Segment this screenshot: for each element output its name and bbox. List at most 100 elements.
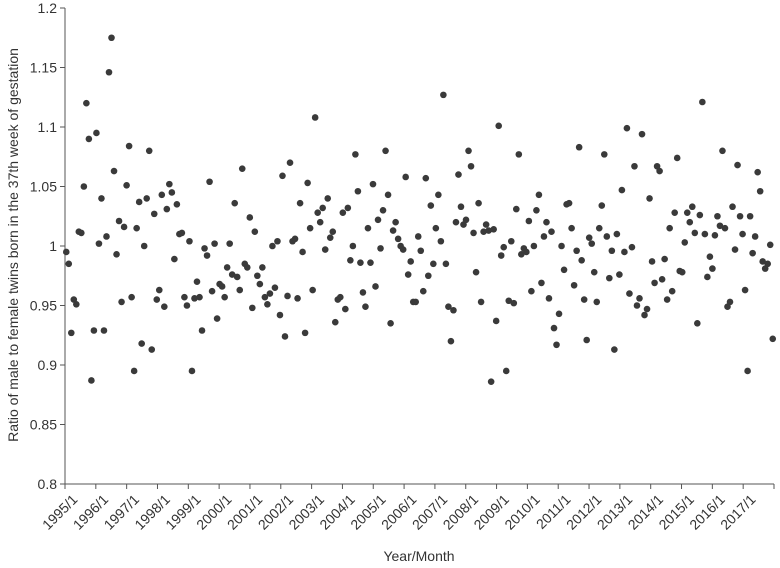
data-point [414,233,422,240]
data-point [548,228,555,236]
data-point [467,162,475,170]
data-point [311,114,319,121]
data-point [570,281,578,289]
data-point [535,191,543,199]
data-point [314,209,321,216]
data-point [208,287,216,295]
data-point [600,151,608,158]
data-point [120,223,128,231]
data-point [331,318,339,326]
data-point [377,245,384,252]
data-point [739,230,746,238]
data-point [233,273,241,281]
data-point [266,290,274,297]
data-point [259,264,266,271]
data-point [402,173,409,181]
data-point [223,264,231,271]
y-tick-label: 0.8 [38,476,58,492]
data-point [364,224,372,232]
data-point [228,271,236,278]
data-point [394,235,402,243]
data-point [425,272,432,280]
data-point [766,241,774,249]
data-point [457,203,465,211]
data-point [249,304,256,312]
data-point [694,320,701,327]
data-point [686,218,694,226]
data-point [442,260,450,268]
data-point [399,246,407,253]
data-point [502,367,510,375]
data-point [756,187,764,195]
data-point [201,245,208,252]
data-point [633,302,641,309]
data-point [578,256,585,264]
data-point [480,228,487,236]
data-points [62,34,777,385]
data-point [721,224,729,232]
data-point [543,218,550,226]
data-point [316,218,324,226]
data-point [218,283,226,290]
data-point [736,212,744,220]
data-point [636,295,643,302]
data-point [618,186,626,194]
data-point [306,224,314,232]
data-point [540,233,548,240]
data-point [294,295,301,302]
data-point [158,191,166,199]
data-point [435,191,442,199]
data-point [389,227,397,234]
data-point [430,260,437,268]
data-point [699,98,706,106]
data-point [90,327,98,334]
data-point [427,202,435,209]
data-point [118,298,125,306]
data-point [382,147,389,155]
data-point [470,229,477,237]
data-point [726,298,734,306]
data-point [593,298,601,306]
y-tick-label: 1.2 [38,0,58,16]
data-point [125,142,133,150]
data-point [706,253,714,261]
data-point [387,320,394,327]
data-point [372,283,379,290]
data-point [284,292,291,300]
data-point [243,264,251,271]
data-point [613,230,621,238]
data-point [475,199,482,207]
data-point [392,218,399,226]
data-point [362,303,369,310]
data-point [186,237,193,245]
data-point [716,222,724,230]
data-point [128,293,135,301]
data-point [344,204,352,212]
data-point [93,129,100,137]
y-tick-label: 0.85 [30,417,57,433]
data-point [140,242,148,250]
data-point [173,201,181,208]
data-point [580,296,588,303]
data-point [608,247,616,255]
x-tick-label: 2010/1 [501,491,543,533]
data-point [518,251,525,258]
data-point [741,286,749,294]
data-point [769,335,777,343]
data-point [671,209,678,216]
data-point [492,317,500,325]
data-point [78,229,85,237]
data-point [538,279,545,287]
data-point [656,167,663,175]
data-point [643,305,651,313]
data-point [384,191,392,199]
data-point [339,209,347,216]
data-point [108,34,115,42]
data-point [95,240,103,247]
data-point [369,180,377,188]
data-point [193,278,201,286]
data-point [731,246,739,253]
data-point [133,224,140,232]
data-point [487,378,495,385]
data-point [178,229,186,237]
